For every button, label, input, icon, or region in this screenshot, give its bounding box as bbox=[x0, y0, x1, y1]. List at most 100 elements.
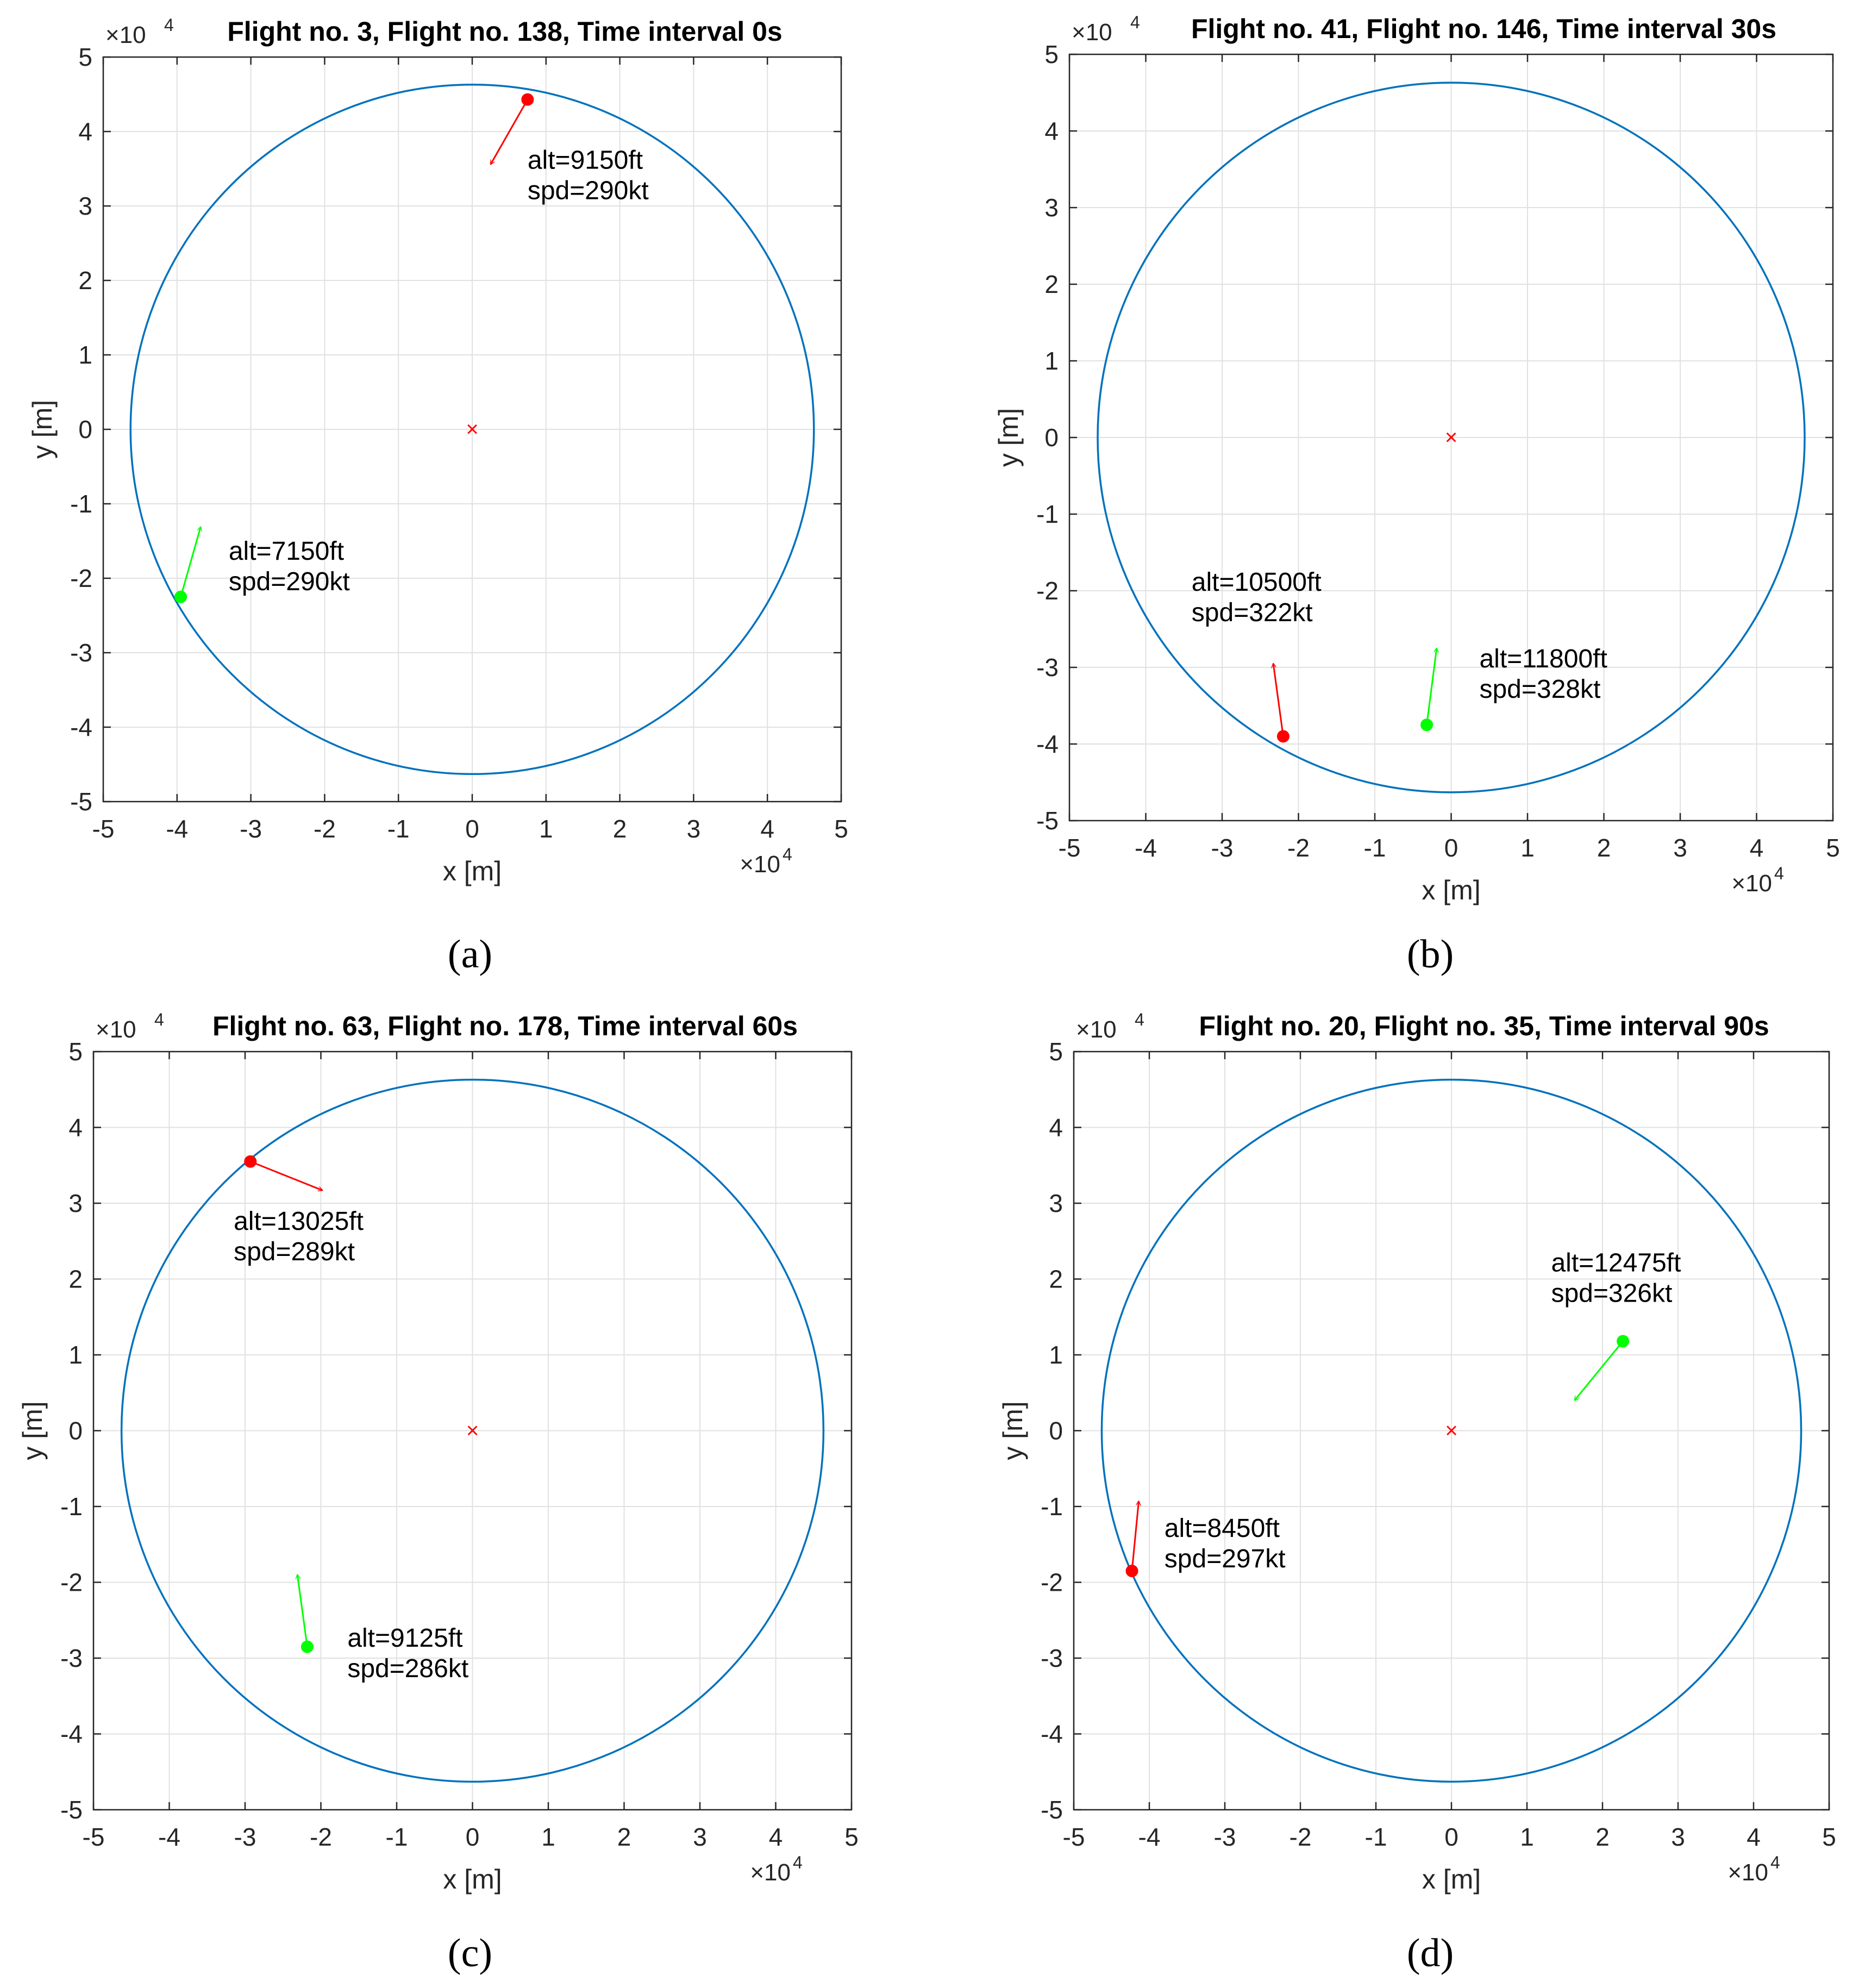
center-marker: × bbox=[1445, 1419, 1457, 1443]
chart-title: Flight no. 41, Flight no. 146, Time inte… bbox=[1191, 14, 1776, 44]
y-tick-label: -2 bbox=[1036, 577, 1059, 605]
y-tick-label: -5 bbox=[70, 787, 92, 816]
aircraft-point bbox=[521, 93, 534, 106]
y-axis-exponent: ×10 bbox=[1072, 19, 1112, 46]
y-tick-label: -4 bbox=[1036, 730, 1059, 758]
x-tick-label: -1 bbox=[1364, 834, 1386, 862]
x-tick-label: 0 bbox=[1444, 1823, 1459, 1851]
aircraft-alt-label: alt=9125ft bbox=[347, 1624, 462, 1653]
x-axis-exponent-power: 4 bbox=[1770, 1853, 1780, 1872]
velocity-arrow bbox=[1131, 1501, 1139, 1571]
aircraft-spd-label: spd=322kt bbox=[1192, 598, 1313, 627]
x-tick-label: -4 bbox=[1135, 834, 1157, 862]
sector-circle bbox=[1097, 82, 1806, 793]
aircraft-spd-label: spd=290kt bbox=[229, 567, 350, 596]
aircraft-alt-label: alt=8450ft bbox=[1165, 1514, 1280, 1543]
y-tick-label: -3 bbox=[60, 1644, 83, 1672]
y-axis-exponent-power: 4 bbox=[164, 15, 174, 35]
velocity-arrow bbox=[297, 1575, 308, 1647]
x-tick-label: 0 bbox=[465, 815, 479, 843]
aircraft-point bbox=[1420, 718, 1434, 732]
y-tick-label: -3 bbox=[1041, 1644, 1063, 1672]
aircraft-spd-label: spd=289kt bbox=[234, 1237, 355, 1266]
x-tick-label: -5 bbox=[83, 1823, 105, 1851]
sector-circle bbox=[120, 1078, 825, 1783]
y-tick-label: -3 bbox=[1036, 653, 1059, 682]
x-tick-label: -2 bbox=[314, 815, 336, 843]
y-axis-exponent-power: 4 bbox=[1130, 12, 1140, 32]
x-tick-label: -4 bbox=[158, 1823, 180, 1851]
x-tick-label: 1 bbox=[539, 815, 553, 843]
x-tick-label: -5 bbox=[1059, 834, 1081, 862]
y-tick-label: -1 bbox=[1036, 500, 1059, 528]
y-tick-label: 1 bbox=[1049, 1341, 1063, 1369]
aircraft-point bbox=[301, 1640, 314, 1653]
sector-circle bbox=[129, 83, 815, 776]
aircraft-point bbox=[244, 1155, 257, 1168]
y-axis-exponent: ×10 bbox=[1076, 1016, 1117, 1043]
y-tick-label: -1 bbox=[60, 1492, 83, 1521]
y-tick-label: 0 bbox=[68, 1417, 83, 1445]
aircraft-alt-label: alt=10500ft bbox=[1192, 568, 1322, 597]
aircraft-spd-label: spd=286kt bbox=[347, 1654, 468, 1683]
chart-title: Flight no. 63, Flight no. 178, Time inte… bbox=[212, 1011, 798, 1041]
x-tick-label: 2 bbox=[1595, 1823, 1610, 1851]
x-axis-exponent-power: 4 bbox=[793, 1853, 803, 1872]
x-tick-label: 2 bbox=[613, 815, 627, 843]
center-marker: × bbox=[466, 417, 478, 441]
velocity-arrow bbox=[1273, 664, 1284, 737]
y-tick-label: 2 bbox=[68, 1265, 83, 1293]
y-tick-label: 4 bbox=[78, 117, 92, 146]
x-tick-label: -3 bbox=[1214, 1823, 1236, 1851]
x-tick-label: 4 bbox=[1750, 834, 1764, 862]
x-tick-label: 3 bbox=[687, 815, 701, 843]
x-tick-label: -4 bbox=[1138, 1823, 1161, 1851]
x-tick-label: -2 bbox=[310, 1823, 332, 1851]
x-axis-exponent: ×10 bbox=[1727, 1859, 1768, 1886]
aircraft-spd-label: spd=328kt bbox=[1479, 675, 1600, 704]
y-tick-label: -1 bbox=[70, 490, 92, 518]
x-tick-label: -1 bbox=[387, 815, 410, 843]
x-tick-label: -5 bbox=[1063, 1823, 1085, 1851]
sector-circle bbox=[1100, 1078, 1802, 1783]
center-marker: × bbox=[1445, 426, 1457, 449]
x-tick-label: -3 bbox=[240, 815, 262, 843]
x-tick-label: -2 bbox=[1287, 834, 1310, 862]
x-tick-label: 1 bbox=[1520, 1823, 1534, 1851]
y-tick-label: -4 bbox=[1041, 1720, 1063, 1748]
y-tick-label: -2 bbox=[70, 564, 92, 592]
velocity-arrow bbox=[250, 1160, 323, 1190]
y-tick-label: 3 bbox=[1044, 193, 1059, 222]
aircraft-point bbox=[174, 590, 187, 603]
y-tick-label: 3 bbox=[68, 1189, 83, 1217]
x-tick-label: -2 bbox=[1290, 1823, 1312, 1851]
x-axis-exponent-power: 4 bbox=[783, 845, 792, 864]
y-tick-label: 0 bbox=[1049, 1417, 1063, 1445]
y-tick-label: 1 bbox=[68, 1341, 83, 1369]
aircraft-point bbox=[1125, 1565, 1138, 1578]
x-axis-label: x [m] bbox=[1422, 1864, 1481, 1895]
y-axis-exponent: ×10 bbox=[105, 22, 146, 48]
x-axis-exponent: ×10 bbox=[750, 1859, 791, 1886]
x-tick-label: -4 bbox=[166, 815, 188, 843]
x-tick-label: 2 bbox=[617, 1823, 631, 1851]
y-axis-label: y [m] bbox=[17, 1401, 48, 1460]
x-tick-label: -3 bbox=[234, 1823, 256, 1851]
y-tick-label: 3 bbox=[78, 192, 92, 220]
x-axis-label: x [m] bbox=[443, 1864, 502, 1895]
y-tick-label: -5 bbox=[1036, 807, 1059, 835]
y-tick-label: -5 bbox=[1041, 1796, 1063, 1824]
y-axis-exponent-power: 4 bbox=[154, 1010, 164, 1029]
y-tick-label: 5 bbox=[68, 1037, 83, 1066]
y-axis-exponent: ×10 bbox=[96, 1016, 136, 1043]
caption-d: (d) bbox=[1407, 1931, 1454, 1976]
center-marker: × bbox=[466, 1419, 479, 1443]
y-axis-label: y [m] bbox=[993, 408, 1024, 467]
caption-c: (c) bbox=[448, 1931, 492, 1976]
x-axis-exponent-power: 4 bbox=[1774, 864, 1784, 883]
